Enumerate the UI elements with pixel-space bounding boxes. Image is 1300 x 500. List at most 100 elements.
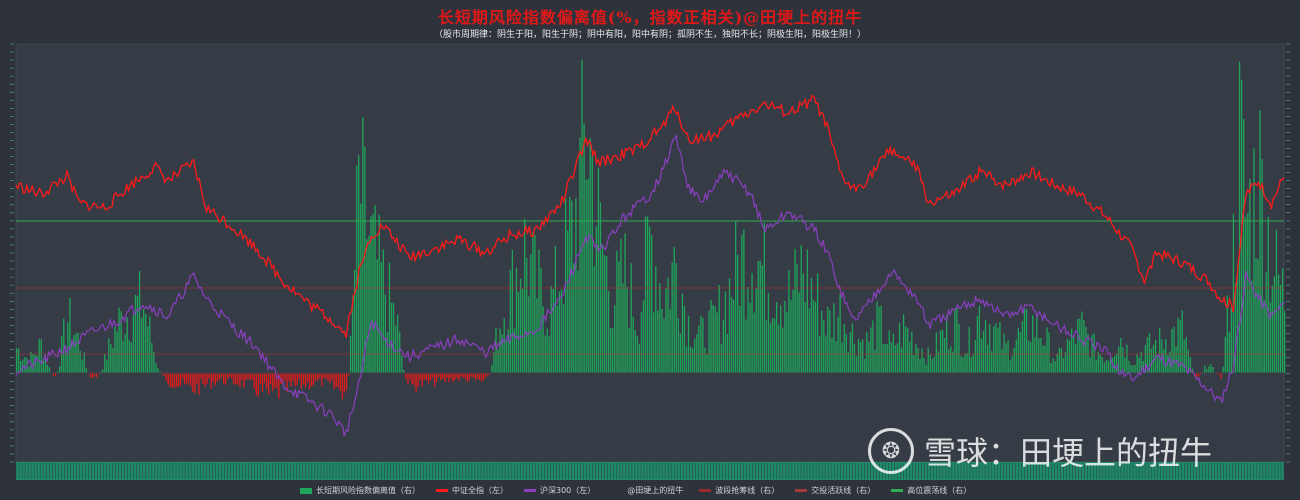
deviation-bar — [1271, 285, 1274, 373]
deviation-bar — [1064, 352, 1067, 373]
deviation-bar-negative — [306, 373, 309, 383]
deviation-bar — [124, 333, 126, 373]
deviation-bar-negative — [431, 373, 434, 378]
deviation-bar-negative — [286, 373, 288, 392]
deviation-bar — [65, 346, 67, 373]
deviation-bar — [157, 368, 159, 373]
deviation-bar — [816, 273, 819, 373]
deviation-bar — [1011, 355, 1013, 373]
legend-label: 波段抢筹线（右） — [715, 486, 780, 495]
deviation-bar — [859, 341, 862, 373]
deviation-bar — [507, 329, 509, 373]
deviation-bar-negative — [405, 373, 407, 379]
deviation-bar — [378, 214, 380, 373]
deviation-bar — [685, 346, 688, 373]
hs300-line — [15, 134, 1285, 437]
deviation-bar — [1146, 337, 1149, 373]
deviation-bar-negative — [224, 373, 227, 385]
deviation-bar — [1130, 365, 1132, 373]
legend-label: 中证全指（左） — [452, 486, 508, 495]
deviation-bar — [907, 328, 909, 373]
deviation-bar — [845, 333, 847, 373]
deviation-bar-negative — [208, 373, 210, 379]
deviation-bar — [804, 301, 806, 373]
deviation-bar — [872, 320, 874, 373]
deviation-bar-negative — [321, 373, 323, 387]
deviation-bar — [1206, 369, 1208, 373]
deviation-bar — [718, 285, 720, 373]
legend-item: 沪深300（左） — [524, 485, 595, 496]
deviation-bar — [597, 168, 600, 373]
deviation-bar — [714, 306, 716, 373]
legend-item: 长短期风险指数偏离值（右） — [300, 485, 420, 496]
watermark-text: 雪球：田埂上的扭牛 — [924, 434, 1213, 472]
deviation-bar — [925, 364, 927, 373]
deviation-bar — [681, 293, 684, 373]
deviation-bar-negative — [478, 373, 481, 381]
deviation-bar — [915, 343, 917, 373]
deviation-bar — [112, 347, 114, 373]
deviation-bar — [794, 248, 796, 373]
deviation-bar — [577, 270, 579, 373]
deviation-bar — [140, 317, 143, 373]
deviation-bar — [608, 291, 610, 373]
deviation-bar — [1154, 339, 1157, 373]
deviation-bar — [511, 249, 514, 373]
deviation-bar-negative — [310, 373, 313, 387]
deviation-bar — [687, 315, 690, 373]
deviation-bar — [513, 328, 516, 373]
deviation-bar — [1048, 332, 1050, 373]
deviation-bar-negative — [429, 373, 432, 381]
deviation-bar-negative — [331, 373, 333, 380]
deviation-bar — [657, 310, 659, 373]
legend-label: 高位震荡线（右） — [907, 486, 972, 495]
deviation-bar — [550, 286, 552, 373]
deviation-bar — [499, 328, 501, 373]
deviation-bar — [526, 258, 528, 373]
deviation-bar — [1140, 351, 1142, 373]
deviation-bar — [46, 364, 49, 373]
deviation-bar — [812, 299, 815, 373]
deviation-bar — [394, 325, 397, 373]
deviation-bar — [1247, 212, 1249, 373]
deviation-bar — [110, 344, 112, 373]
deviation-bar — [618, 261, 620, 373]
legend-item: 波段抢筹线（右） — [699, 485, 779, 496]
deviation-bar-negative — [476, 373, 479, 379]
deviation-bar — [929, 354, 931, 373]
deviation-bar — [784, 301, 786, 373]
deviation-bar — [159, 371, 161, 373]
deviation-bar — [765, 320, 768, 373]
deviation-bar — [56, 371, 59, 373]
deviation-bar-negative — [276, 373, 278, 389]
deviation-bar — [1019, 332, 1022, 373]
deviation-bar — [888, 330, 890, 373]
deviation-bar — [1224, 336, 1226, 373]
deviation-bar — [536, 298, 538, 373]
deviation-bar-negative — [1200, 373, 1202, 375]
deviation-bar — [806, 249, 809, 373]
deviation-bar — [827, 306, 829, 373]
deviation-bar — [1171, 328, 1173, 373]
deviation-bar — [517, 292, 520, 373]
deviation-bar — [1208, 366, 1210, 373]
deviation-bar — [927, 347, 929, 373]
deviation-bar — [569, 197, 571, 373]
deviation-bar-negative — [179, 373, 182, 387]
deviation-bar — [663, 318, 665, 373]
deviation-bar — [1009, 360, 1011, 373]
deviation-bar-negative — [202, 373, 204, 384]
deviation-bar — [20, 361, 22, 373]
deviation-bar-negative — [442, 373, 444, 379]
deviation-bar — [790, 299, 792, 373]
deviation-bar — [401, 355, 403, 373]
legend-label: 长短期风险指数偏离值（右） — [316, 486, 420, 495]
deviation-bar — [991, 351, 993, 373]
deviation-bar — [1015, 339, 1017, 373]
deviation-bar — [370, 216, 372, 373]
deviation-bar — [366, 239, 368, 373]
deviation-bar-negative — [460, 373, 462, 377]
deviation-bar — [1068, 340, 1071, 373]
deviation-bar-negative — [263, 373, 266, 383]
deviation-bar — [18, 348, 20, 373]
